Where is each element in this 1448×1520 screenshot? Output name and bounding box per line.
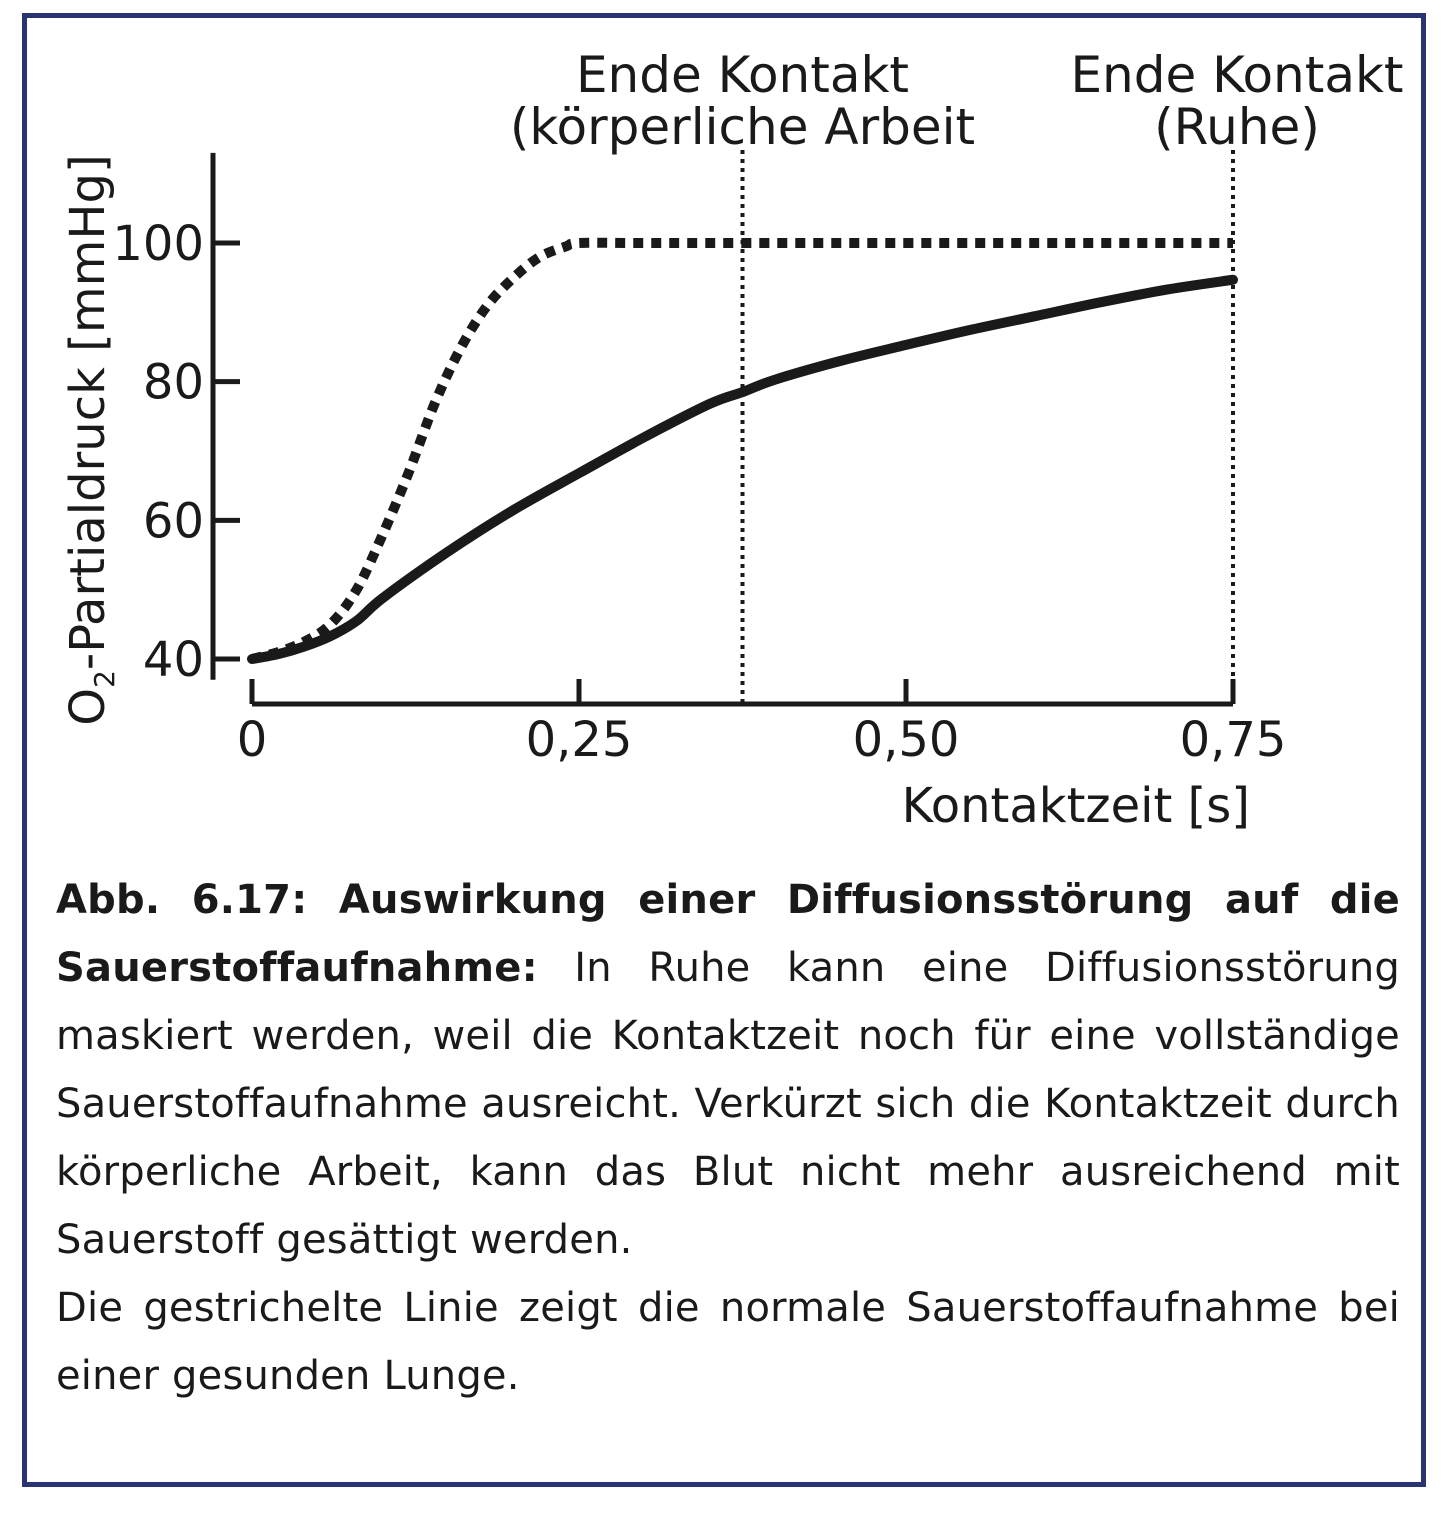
x-tick-label: 0,25 [526, 712, 633, 768]
caption-paragraph-2: Die gestrichelte Linie zeigt die normale… [56, 1285, 1400, 1399]
caption-text: In Ruhe kann eine Diffusionsstörung mask… [56, 945, 1400, 1263]
figure-caption: Abb. 6.17: Auswirkung einer Diffusionsst… [56, 866, 1400, 1410]
marker-label-line1: Ende Kontakt [1070, 46, 1403, 104]
series-line-dotted [250, 237, 1233, 664]
marker-label-line2: (Ruhe) [1154, 98, 1320, 156]
tick-labels: 40 60 80 100 0 0,25 0,50 0,75 [112, 216, 1286, 768]
caption-paragraph-1: Abb. 6.17: Auswirkung einer Diffusionsst… [56, 866, 1400, 1274]
y-tick-label: 80 [143, 355, 204, 411]
x-axis-label: Kontaktzeit [s] [902, 778, 1250, 834]
marker-label-line2: (körperliche Arbeit [510, 98, 975, 156]
y-tick-label: 100 [112, 216, 204, 272]
axes [210, 152, 1236, 707]
series-line-solid [247, 274, 1238, 664]
figure-frame [22, 13, 1426, 1487]
caption-title: Abb. 6.17: Auswirkung einer Diffusionsst… [56, 877, 1400, 991]
y-tick-label: 40 [143, 632, 204, 688]
marker-lines [740, 150, 1235, 704]
marker-label-line1: Ende Kontakt [576, 46, 909, 104]
series [247, 237, 1238, 664]
x-tick-label: 0,50 [853, 712, 960, 768]
y-axis-label: O2-Partialdruck [mmHg] [60, 154, 121, 725]
x-tick-label: 0,75 [1180, 712, 1287, 768]
y-tick-label: 60 [143, 493, 204, 549]
x-tick-label: 0 [237, 712, 268, 768]
